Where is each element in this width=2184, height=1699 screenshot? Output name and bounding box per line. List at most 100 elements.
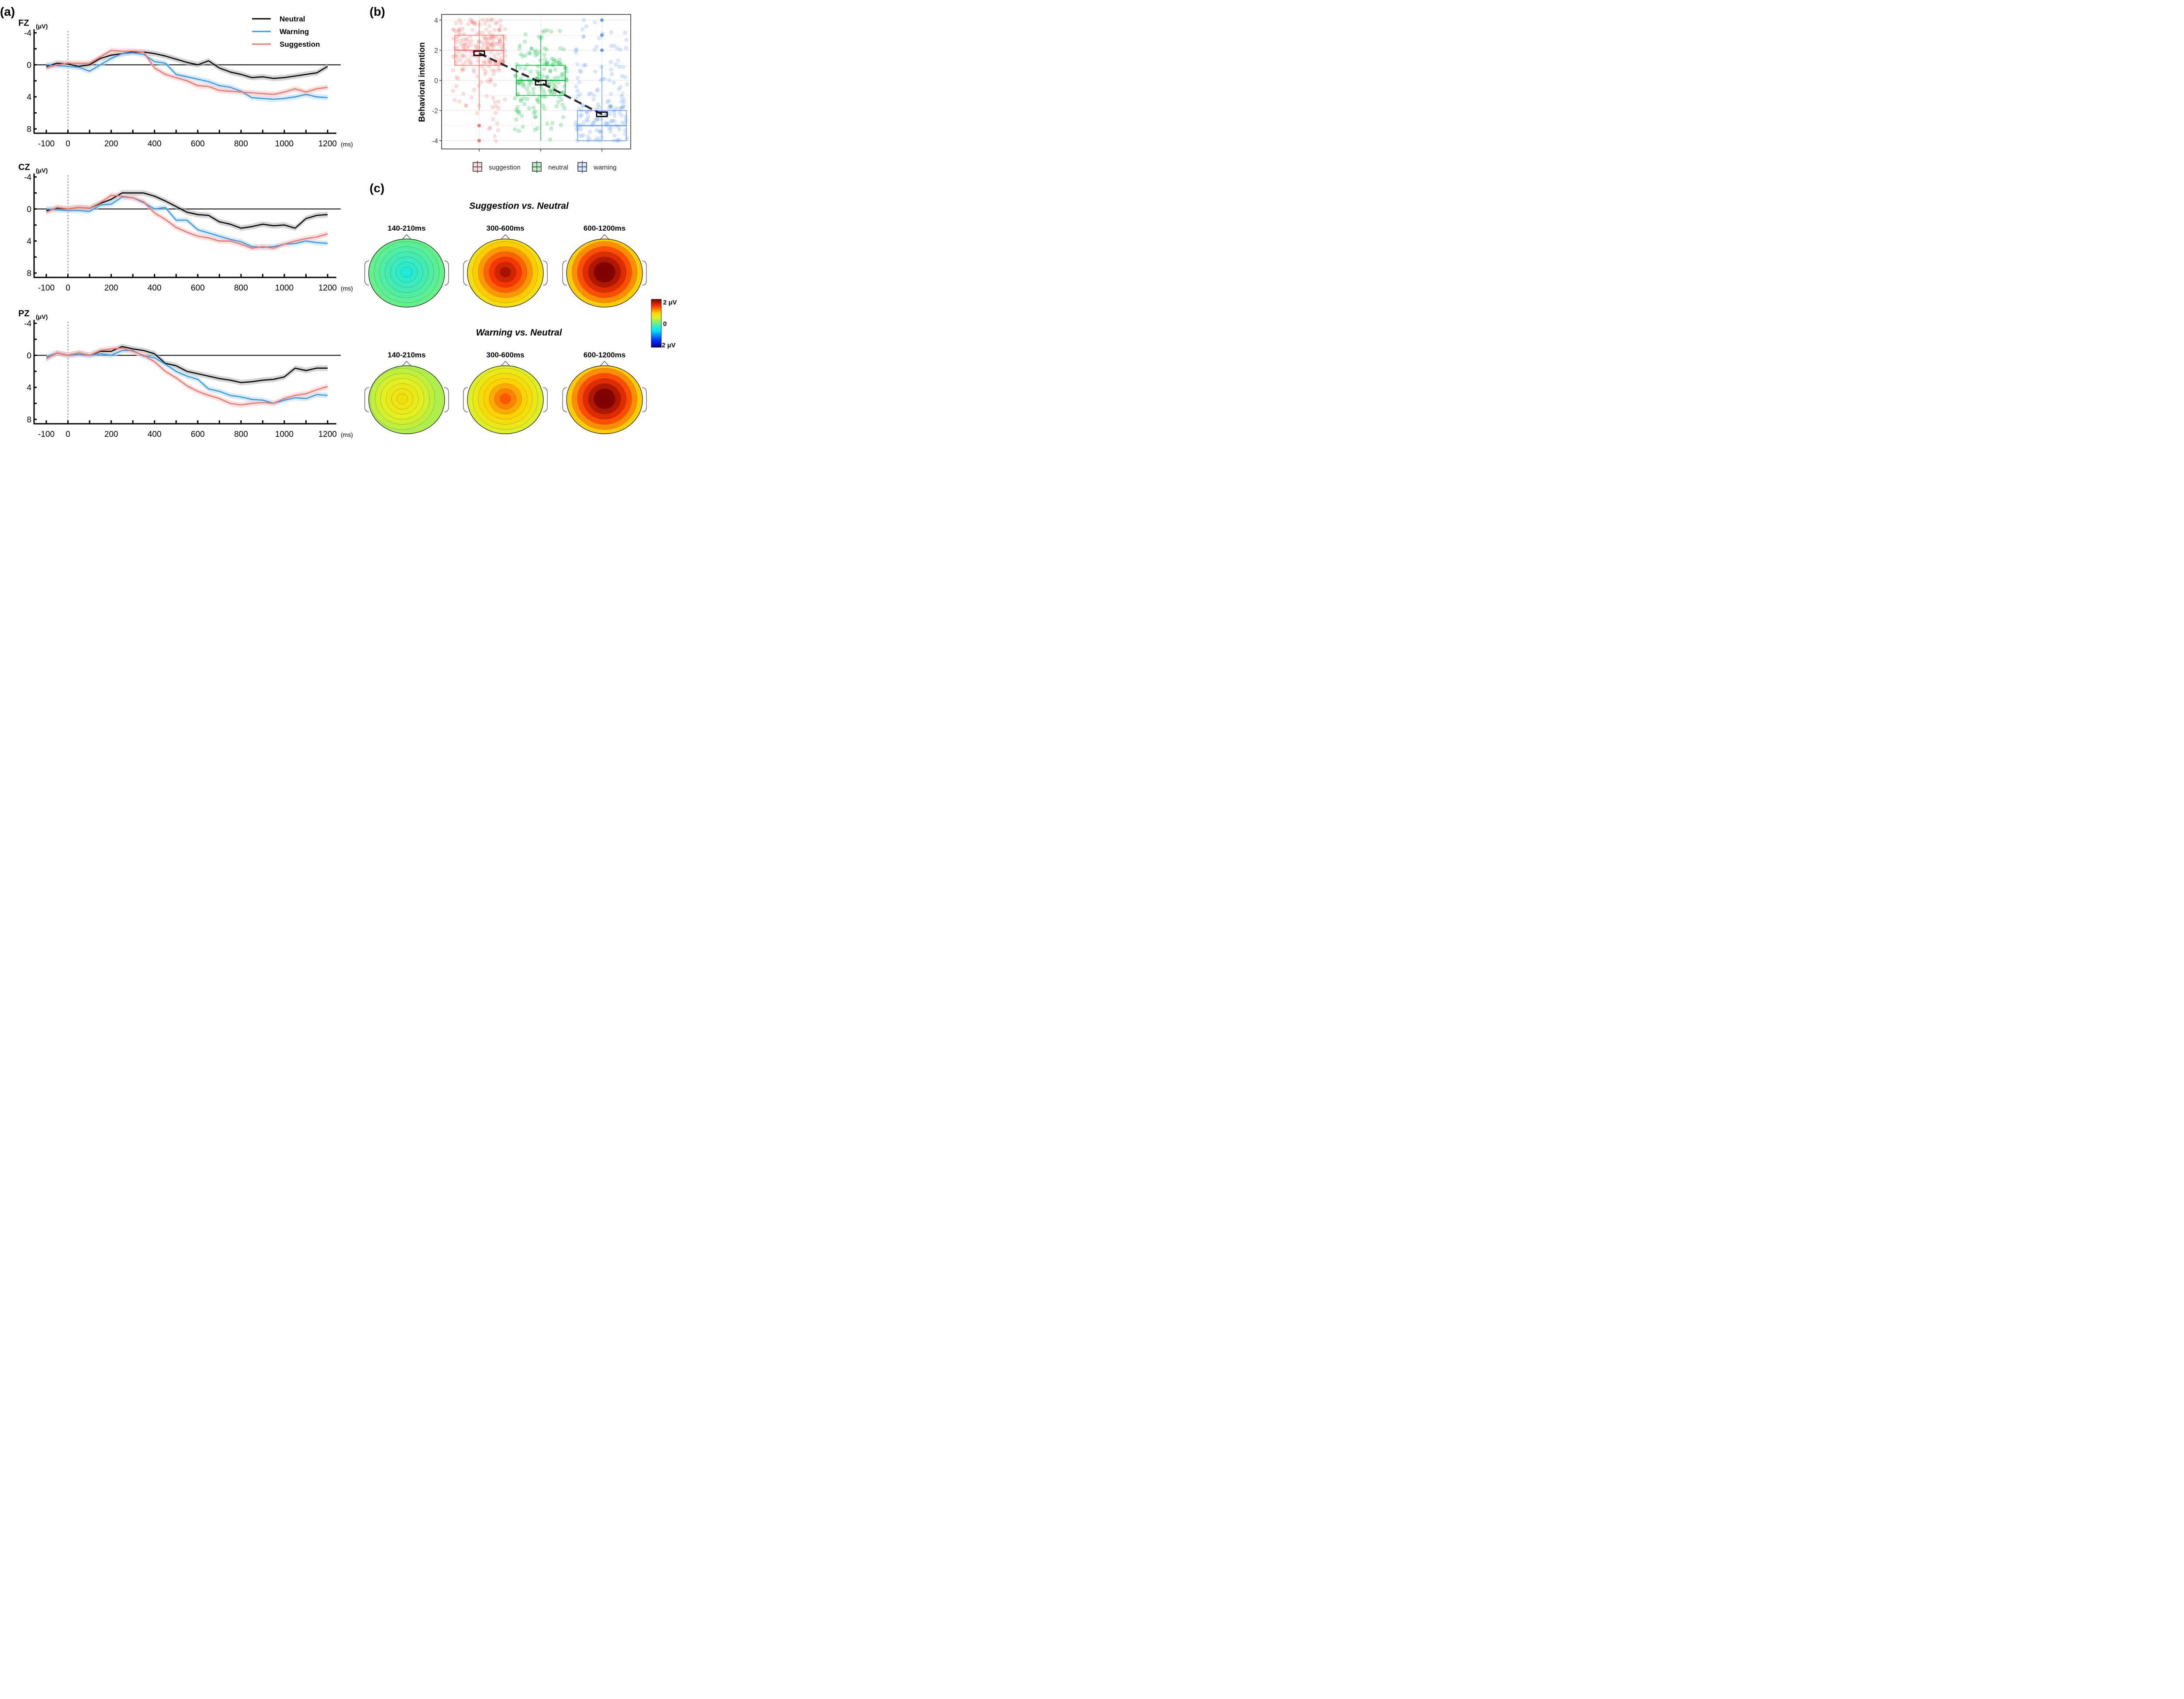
scalp-outline <box>368 239 445 308</box>
outlier-point <box>600 48 604 52</box>
colorbar: 2 μV 0 -2 μV <box>651 299 677 349</box>
topomap-300-600ms: 300-600ms <box>463 224 548 308</box>
data-point <box>597 105 601 109</box>
data-point <box>462 32 466 36</box>
data-point <box>581 35 586 39</box>
legend-item-suggestion: suggestion <box>473 161 521 173</box>
x-tick-label: -100 <box>38 139 55 149</box>
data-point <box>558 46 563 50</box>
data-point <box>469 61 473 65</box>
x-tick-label: 1200 <box>318 430 337 439</box>
data-point <box>624 118 628 122</box>
ear-left-icon <box>463 260 468 286</box>
data-point <box>451 28 455 32</box>
y-tick-label: 4 <box>434 17 438 24</box>
data-point <box>586 135 590 139</box>
x-tick-label: 600 <box>191 139 205 149</box>
data-point <box>493 100 497 104</box>
data-point <box>541 88 546 93</box>
data-point <box>475 74 480 78</box>
data-point <box>491 96 495 100</box>
ci-band-neutral <box>46 343 328 386</box>
data-point <box>614 62 618 67</box>
data-point <box>620 92 625 96</box>
data-point <box>484 35 488 40</box>
data-point <box>582 18 586 22</box>
data-point <box>545 61 549 65</box>
data-point <box>487 37 491 41</box>
data-point <box>619 99 624 104</box>
data-point <box>501 59 505 63</box>
data-point <box>592 121 596 125</box>
erp-panel-pz: PZ (μV) -4 0 4 8 -100 0 200 400 600 800 1000 1200 (ms) <box>18 309 353 439</box>
data-point <box>470 19 474 23</box>
data-point <box>548 69 553 74</box>
data-point <box>594 45 599 49</box>
data-point <box>480 41 484 45</box>
y-tick-label: -4 <box>24 29 31 38</box>
data-point <box>494 21 498 26</box>
data-point <box>623 121 627 125</box>
data-point <box>535 98 539 103</box>
colorbar-mid-label: 0 <box>663 320 667 328</box>
data-point <box>513 96 517 100</box>
data-point <box>528 52 532 55</box>
data-point <box>519 114 524 118</box>
data-point <box>463 55 467 59</box>
data-point <box>624 46 628 50</box>
data-point <box>584 24 588 28</box>
data-point <box>457 99 462 104</box>
data-point <box>574 84 578 89</box>
data-point <box>517 110 522 114</box>
ear-right-icon <box>642 387 647 412</box>
data-point <box>521 54 525 59</box>
data-point <box>598 129 602 133</box>
data-point <box>464 59 468 64</box>
data-point <box>458 28 462 31</box>
topomap-window-label: 300-600ms <box>487 224 525 232</box>
data-point <box>534 48 538 53</box>
contour-level <box>500 394 511 404</box>
data-point <box>498 38 503 42</box>
data-point <box>536 35 541 39</box>
data-point <box>494 104 498 108</box>
ci-band-suggestion <box>46 47 328 97</box>
data-point <box>616 58 620 62</box>
data-point <box>480 18 484 22</box>
data-point <box>537 50 542 54</box>
data-point <box>547 82 552 87</box>
data-point <box>525 62 529 67</box>
data-point <box>617 87 621 91</box>
topomap-600-1200ms: 600-1200ms <box>562 224 647 308</box>
data-point <box>500 51 505 55</box>
data-point <box>533 110 537 114</box>
data-point <box>491 17 494 22</box>
channel-label: FZ <box>18 18 29 28</box>
data-point <box>612 111 616 115</box>
legend-label: warning <box>593 164 617 171</box>
data-point <box>536 52 539 56</box>
data-point <box>625 38 629 42</box>
data-point <box>589 91 593 95</box>
data-point <box>456 28 461 31</box>
data-point <box>457 18 462 22</box>
data-point <box>598 130 602 134</box>
data-point <box>622 104 625 108</box>
data-point <box>498 40 501 44</box>
data-point <box>581 104 585 108</box>
data-point <box>497 28 501 32</box>
x-tick-label: 800 <box>234 139 248 149</box>
data-point <box>612 114 617 118</box>
data-point <box>536 126 539 130</box>
data-point <box>620 74 624 78</box>
data-point <box>465 46 470 50</box>
data-point <box>532 91 536 96</box>
data-point <box>585 110 589 114</box>
data-point <box>452 28 456 32</box>
data-point <box>562 106 567 111</box>
ci-band-warning <box>46 194 328 250</box>
data-point <box>493 134 497 138</box>
data-point <box>491 42 495 47</box>
data-point <box>623 31 627 35</box>
data-point <box>593 118 597 122</box>
